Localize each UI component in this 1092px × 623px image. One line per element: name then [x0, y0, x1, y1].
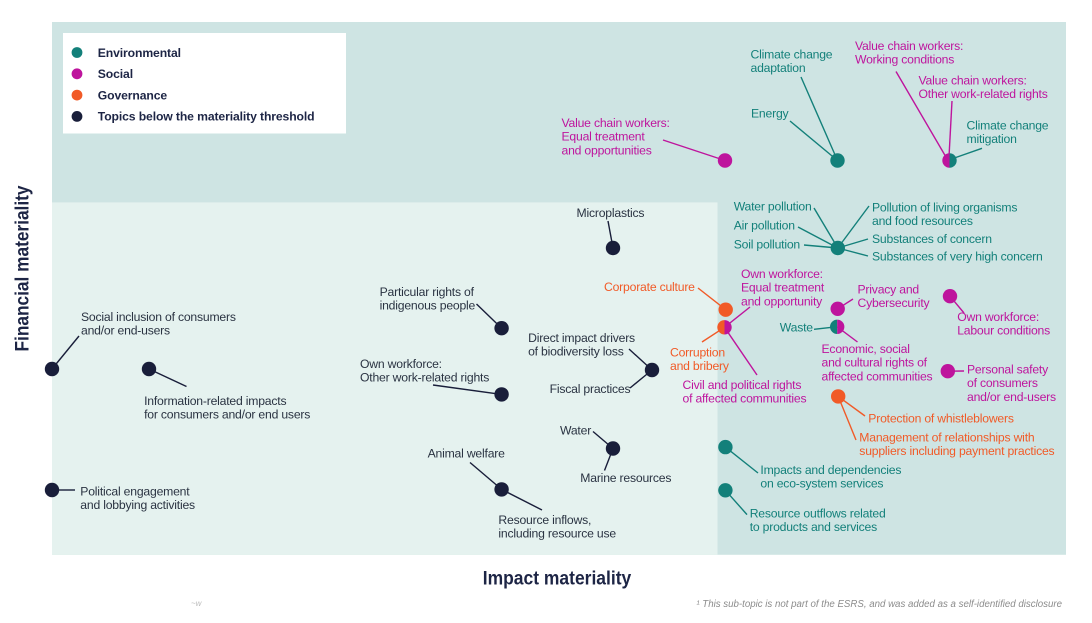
svg-text:Impact materiality: Impact materiality: [483, 568, 632, 589]
svg-text:for consumers and/or end users: for consumers and/or end users: [144, 408, 310, 422]
svg-text:and opportunity: and opportunity: [741, 294, 823, 308]
svg-text:Management of relationships wi: Management of relationships with: [859, 431, 1034, 445]
svg-text:Substances of concern: Substances of concern: [872, 232, 992, 246]
svg-text:Substances of very high concer: Substances of very high concern: [872, 250, 1043, 264]
svg-text:~w: ~w: [191, 599, 203, 608]
svg-text:Protection of whistleblowers: Protection of whistleblowers: [868, 412, 1014, 426]
svg-text:Cybersecurity: Cybersecurity: [858, 296, 931, 310]
svg-text:Financial materiality: Financial materiality: [13, 185, 34, 351]
svg-text:Privacy and: Privacy and: [858, 283, 919, 297]
svg-text:on eco-system services: on eco-system services: [760, 477, 883, 491]
svg-text:Soil pollution: Soil pollution: [734, 238, 800, 252]
svg-text:Corporate culture: Corporate culture: [604, 280, 695, 294]
svg-text:and food resources: and food resources: [872, 214, 973, 228]
svg-text:Animal welfare: Animal welfare: [428, 447, 506, 461]
svg-text:Climate change: Climate change: [751, 48, 833, 62]
svg-text:Direct impact drivers: Direct impact drivers: [528, 331, 635, 345]
svg-text:Pollution of living organisms: Pollution of living organisms: [872, 201, 1017, 215]
svg-text:of consumers: of consumers: [967, 376, 1038, 390]
svg-text:including resource use: including resource use: [498, 527, 616, 541]
svg-text:Corruption: Corruption: [670, 346, 725, 360]
svg-text:affected communities: affected communities: [822, 369, 933, 383]
svg-text:Marine resources: Marine resources: [580, 471, 671, 485]
svg-text:Impacts and dependencies: Impacts and dependencies: [760, 463, 901, 477]
svg-text:Working conditions: Working conditions: [855, 53, 954, 67]
svg-text:and/or end-users: and/or end-users: [81, 324, 170, 338]
svg-text:Fiscal practices: Fiscal practices: [550, 382, 631, 396]
svg-text:Equal treatment: Equal treatment: [562, 130, 646, 144]
svg-text:Climate change: Climate change: [967, 119, 1049, 133]
svg-text:Information-related impacts: Information-related impacts: [144, 394, 286, 408]
svg-text:Social inclusion of consumers: Social inclusion of consumers: [81, 310, 236, 324]
svg-text:Value chain workers:: Value chain workers:: [562, 116, 670, 130]
svg-text:Own workforce:: Own workforce:: [957, 310, 1039, 324]
svg-text:of affected communities: of affected communities: [683, 392, 807, 406]
svg-text:Resource inflows,: Resource inflows,: [498, 513, 591, 527]
svg-text:Own workforce:: Own workforce:: [360, 357, 442, 371]
svg-text:and lobbying activities: and lobbying activities: [80, 498, 195, 512]
svg-text:Water pollution: Water pollution: [734, 200, 812, 214]
svg-text:Other work-related rights: Other work-related rights: [360, 371, 489, 385]
svg-text:Value chain workers:: Value chain workers:: [855, 39, 963, 53]
svg-text:Labour conditions: Labour conditions: [957, 324, 1050, 338]
svg-text:adaptation: adaptation: [751, 61, 806, 75]
svg-text:Value chain workers:: Value chain workers:: [919, 74, 1027, 88]
svg-text:Microplastics: Microplastics: [577, 206, 645, 220]
svg-text:Resource outflows related: Resource outflows related: [750, 507, 886, 521]
svg-text:indigenous people: indigenous people: [380, 299, 476, 313]
svg-text:to products and services: to products and services: [750, 520, 877, 534]
svg-text:Equal treatment: Equal treatment: [741, 281, 825, 295]
svg-text:and cultural rights of: and cultural rights of: [822, 356, 928, 370]
svg-text:Other work-related rights: Other work-related rights: [919, 87, 1048, 101]
svg-text:Civil and political rights: Civil and political rights: [683, 378, 802, 392]
svg-text:mitigation: mitigation: [967, 132, 1017, 146]
svg-text:Air pollution: Air pollution: [734, 219, 795, 233]
svg-text:¹ This sub-topic is not part o: ¹ This sub-topic is not part of the ESRS…: [696, 599, 1062, 610]
svg-text:Environmental: Environmental: [98, 46, 181, 60]
svg-text:suppliers including payment pr: suppliers including payment practices: [859, 444, 1054, 458]
svg-text:Particular rights of: Particular rights of: [380, 285, 475, 299]
svg-text:Personal safety: Personal safety: [967, 363, 1049, 377]
svg-text:Waste: Waste: [780, 321, 814, 335]
svg-text:Social: Social: [98, 67, 133, 81]
svg-text:Energy: Energy: [751, 107, 790, 121]
svg-text:Water: Water: [560, 424, 591, 438]
svg-text:Economic, social: Economic, social: [822, 342, 910, 356]
svg-text:Governance: Governance: [98, 88, 168, 102]
svg-text:Own workforce:: Own workforce:: [741, 267, 823, 281]
svg-text:and bribery: and bribery: [670, 359, 730, 373]
svg-text:and opportunities: and opportunities: [562, 143, 652, 157]
svg-text:and/or end-users: and/or end-users: [967, 390, 1056, 404]
svg-text:Topics below the materiality t: Topics below the materiality threshold: [98, 110, 315, 124]
svg-text:Political engagement: Political engagement: [80, 485, 190, 499]
svg-text:of biodiversity loss: of biodiversity loss: [528, 345, 624, 359]
